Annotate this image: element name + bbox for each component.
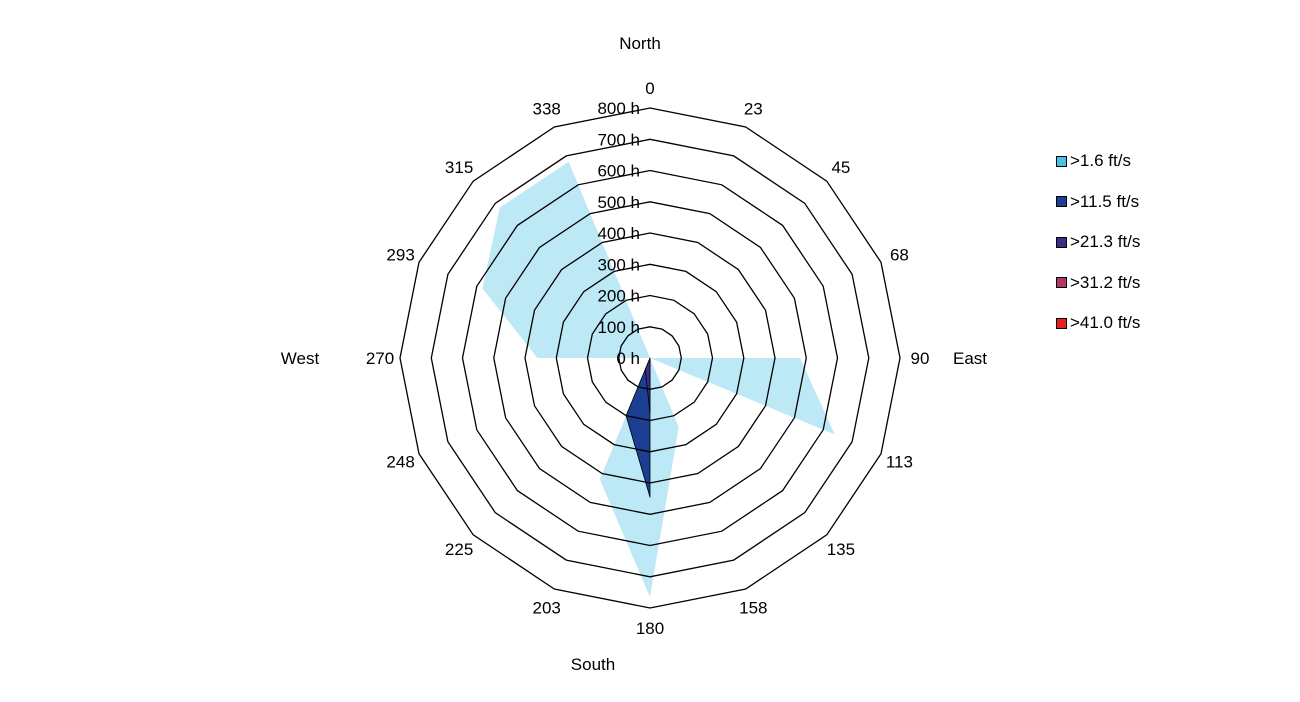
direction-tick-label: 68 [890, 246, 909, 265]
radial-tick-label: 600 h [597, 162, 640, 181]
chart-legend: >1.6 ft/s >11.5 ft/s >21.3 ft/s >31.2 ft/s >… [1056, 150, 1140, 353]
direction-tick-label: 180 [636, 619, 664, 638]
grid-layer [399, 107, 901, 609]
radial-tick-label: 0 h [616, 349, 640, 368]
grid-ring-4 [524, 232, 776, 484]
radial-tick-label: 100 h [597, 318, 640, 337]
grid-ring-8 [399, 107, 901, 609]
compass-west-label: West [281, 349, 320, 368]
direction-tick-label: 315 [445, 158, 473, 177]
legend-swatch [1056, 317, 1067, 329]
radial-label-layer: 0 h 100 h 200 h 300 h 400 h 500 h 600 h 700 h 80… [597, 99, 640, 368]
radial-tick-label: 400 h [597, 224, 640, 243]
series-area-0 [482, 161, 835, 598]
grid-ring-6 [461, 169, 839, 547]
grid-ring-5 [493, 201, 807, 515]
compass-south-label: South [571, 655, 615, 674]
legend-swatch [1056, 277, 1067, 288]
compass-north-label: North [619, 34, 661, 53]
direction-tick-label: 203 [533, 598, 561, 617]
direction-tick-label: 23 [744, 100, 763, 119]
legend-swatch [1056, 155, 1067, 167]
grid-ring-7 [430, 138, 870, 578]
direction-tick-label: 135 [827, 540, 855, 559]
series-area-2 [644, 357, 651, 414]
legend-item: >31.2 ft/s [1056, 272, 1140, 294]
legend-item: >1.6 ft/s [1056, 150, 1140, 172]
direction-tick-label: 225 [445, 540, 473, 559]
direction-tick-label: 113 [886, 452, 913, 471]
direction-tick-label: 90 [911, 349, 930, 368]
direction-tick-label: 248 [386, 452, 414, 471]
legend-label: >1.6 ft/s [1070, 151, 1131, 170]
compass-east-label: East [953, 349, 987, 368]
direction-tick-label: 0 [645, 79, 654, 98]
radial-tick-label: 300 h [597, 255, 640, 274]
legend-label: >11.5 ft/s [1070, 191, 1140, 211]
legend-swatch [1056, 236, 1067, 248]
grid-ring-1 [618, 326, 682, 390]
radial-tick-label: 200 h [597, 287, 640, 306]
radial-tick-label: 800 h [597, 99, 640, 118]
legend-item: >41.0 ft/s [1056, 312, 1140, 334]
series-layer [482, 161, 835, 598]
grid-ring-3 [555, 263, 745, 453]
legend-label: >21.3 ft/s [1070, 232, 1141, 251]
grid-ring-2 [586, 294, 714, 422]
direction-tick-label: 270 [366, 349, 394, 368]
direction-label-layer: 0 23 45 68 90 113 135 158 180 203 225 248 270 293 315 3… [366, 79, 930, 638]
legend-item: >11.5 ft/s [1056, 191, 1140, 213]
direction-tick-label: 338 [533, 100, 561, 119]
legend-swatch [1056, 196, 1067, 207]
legend-item: >21.3 ft/s [1056, 231, 1140, 253]
direction-tick-label: 293 [386, 246, 414, 265]
radial-tick-label: 700 h [597, 130, 640, 149]
legend-label: >41.0 ft/s [1070, 313, 1141, 332]
direction-tick-label: 158 [739, 598, 767, 617]
direction-tick-label: 45 [831, 158, 850, 177]
legend-label: >31.2 ft/s [1070, 272, 1141, 292]
radial-tick-label: 500 h [597, 193, 640, 212]
